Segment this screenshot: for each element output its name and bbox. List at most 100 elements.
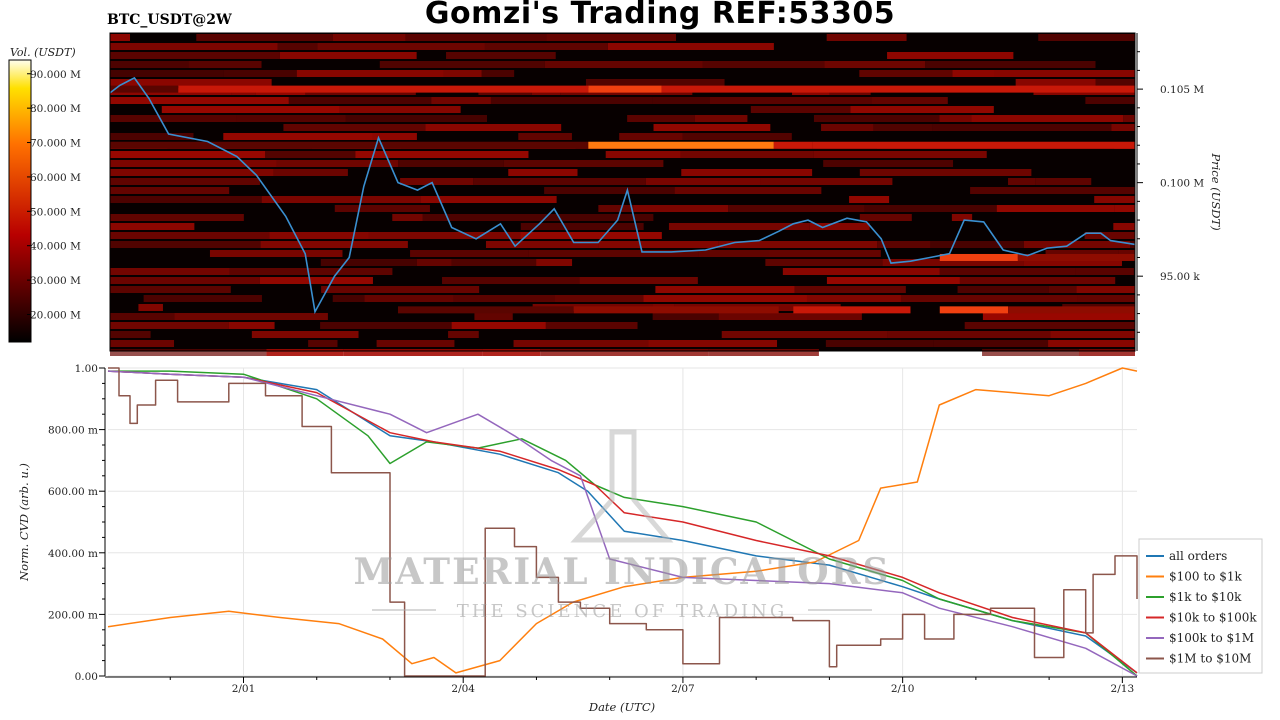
heatmap-cell <box>794 286 906 293</box>
heatmap-cell <box>877 241 931 248</box>
y-tick-label: 600.00 m <box>48 486 98 498</box>
heatmap-cell <box>702 61 825 68</box>
heatmap-cell <box>138 304 163 311</box>
series-line <box>107 370 1138 677</box>
heatmap-cell <box>760 178 893 185</box>
heatmap-cell <box>431 97 491 104</box>
heatmap-cell <box>355 151 529 158</box>
legend-label: $100 to $1k <box>1169 570 1242 584</box>
heatmap-cell <box>308 340 338 347</box>
heatmap-cell <box>277 43 318 50</box>
series-line <box>108 370 1138 677</box>
heatmap-cell <box>1114 205 1135 212</box>
x-tick-label: 2/07 <box>671 683 695 695</box>
heatmap-cell <box>279 52 417 59</box>
heatmap-cell <box>110 97 289 104</box>
x-axis-label: Date (UTC) <box>588 700 655 714</box>
heatmap-cell <box>110 322 229 329</box>
y-tick-label: 0.00 <box>75 671 98 683</box>
heatmap-cell <box>364 295 454 302</box>
watermark-subtitle: THE SCIENCE OF TRADING <box>457 601 788 622</box>
heatmap-cell <box>110 187 230 194</box>
heatmap-cell <box>1076 286 1135 293</box>
heatmap-cell <box>110 43 278 50</box>
heatmap-cell <box>276 160 399 167</box>
heatmap-cell <box>484 43 608 50</box>
heatmap-cell <box>598 205 634 212</box>
heatmap-cell <box>261 196 421 203</box>
heatmap-cell <box>1094 196 1135 203</box>
heatmap-cell <box>485 241 599 248</box>
heatmap-cell <box>379 61 545 68</box>
heatmap-cell <box>826 277 960 284</box>
cvd-panel: 0.00 200.00 m 400.00 m 600.00 m 800.00 m 1.00… <box>17 363 1138 714</box>
heatmap-cell <box>110 286 231 293</box>
heatmap-cell <box>1085 97 1135 104</box>
heatmap-cell <box>694 115 748 122</box>
heatmap-cell <box>520 232 662 239</box>
heatmap-cell <box>266 349 344 356</box>
heatmap-cell <box>1084 232 1135 239</box>
liquidity-band <box>812 141 1135 149</box>
heatmap-cell <box>971 115 1124 122</box>
heatmap-cell <box>110 268 230 275</box>
heatmap-cell <box>900 295 1078 302</box>
heatmap-cell <box>398 160 504 167</box>
heatmap-cell <box>474 313 513 320</box>
heatmap-cell <box>481 70 515 77</box>
heatmap-cell <box>619 133 683 140</box>
colorbar-gradient <box>8 59 32 343</box>
heatmap-cell <box>110 340 175 347</box>
heatmap-cell <box>110 241 261 248</box>
heatmap-cell <box>260 241 408 248</box>
heatmap-cell <box>698 250 770 257</box>
liquidity-band <box>1008 306 1135 314</box>
heatmap-cell <box>957 286 1049 293</box>
colorbar-tick-label: 30.000 M <box>30 275 81 287</box>
series-line <box>107 367 1138 674</box>
heatmap-cell <box>970 187 1135 194</box>
heatmap-cell <box>320 322 452 329</box>
heatmap-cell <box>826 34 907 41</box>
heatmap-cell <box>400 178 474 185</box>
heatmap-cell <box>236 115 346 122</box>
heatmap-cell <box>633 205 729 212</box>
heatmap-cell <box>376 340 455 347</box>
heatmap-cell <box>718 241 878 248</box>
heatmap-cell <box>1038 34 1135 41</box>
heatmap-cell <box>283 124 426 131</box>
heatmap-cell <box>296 70 444 77</box>
heatmap-cell <box>545 322 638 329</box>
chart-title: Gomzi's Trading REF:53305 <box>424 0 896 31</box>
liquidity-band <box>939 253 1018 261</box>
heatmap-cell <box>345 115 488 122</box>
heatmap-cell <box>520 223 644 230</box>
y-axis-label: Norm. CVD (arb. u.) <box>17 463 31 582</box>
heatmap-cell <box>1023 259 1122 266</box>
colorbar-tick-label: 70.000 M <box>30 138 81 150</box>
grid <box>108 367 1137 677</box>
heatmap-cell <box>536 259 573 266</box>
heatmap-cell <box>317 43 485 50</box>
heatmap-cell <box>451 322 546 329</box>
heatmap-cell <box>648 340 778 347</box>
colorbar-tick-label: 90.000 M <box>30 69 81 81</box>
heatmap-cell <box>821 124 874 131</box>
heatmap-cell <box>110 160 277 167</box>
heatmap-cell <box>864 205 997 212</box>
heatmap-cell <box>932 124 1112 131</box>
heatmap-cell <box>930 241 1024 248</box>
heatmap-cell <box>939 268 1076 275</box>
heatmap-cell <box>425 124 562 131</box>
heatmap-cell <box>782 268 940 275</box>
heatmap-cell <box>161 106 340 113</box>
y-tick-label: 400.00 m <box>48 548 98 560</box>
heatmap-cell <box>652 97 710 104</box>
heatmap-cell <box>544 61 703 68</box>
legend-label: $1M to $10M <box>1169 652 1251 666</box>
legend-label: $10k to $100k <box>1169 611 1257 625</box>
heatmap-cell <box>1118 250 1135 257</box>
heatmap-cell <box>823 160 954 167</box>
